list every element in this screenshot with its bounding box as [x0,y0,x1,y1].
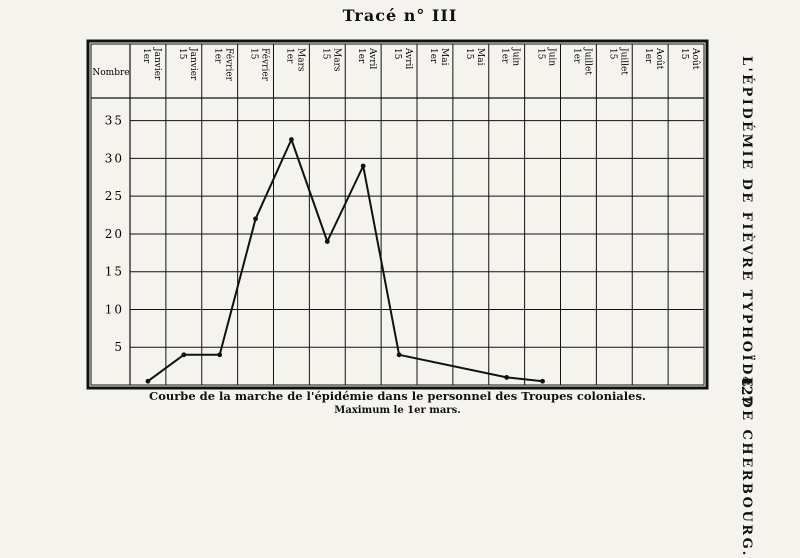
column-header-11: 1er Juin [500,47,521,66]
column-header-text: Février [260,48,271,82]
data-point [396,352,402,358]
chart-subcaption: Maximum le 1er mars. [334,405,461,416]
y-tick-label: 30 [105,151,124,165]
series-line [147,138,543,383]
chart-grid [90,43,705,386]
column-header-text: 15 [392,48,402,60]
column-header-10: 15 Mai [464,48,485,66]
column-header-text: 1er [643,48,653,64]
data-point [289,137,294,142]
column-header-6: 15 Mars [320,48,341,72]
chart-y-axis: 35 30 25 20 15 10 5 [105,114,124,355]
y-tick-label: 35 [105,114,124,128]
column-header-text: Mars [295,48,305,72]
y-tick-label: 20 [105,227,124,241]
column-header-text: Mai [439,48,449,66]
column-header-4: 15 Février [249,48,271,82]
column-header-text: 1er [500,48,510,64]
data-point [540,378,545,384]
column-header-text: 15 [249,48,259,60]
column-header-15: 1er Août [643,47,665,70]
chart-frame-inner [90,43,705,386]
page-title: Tracé n° III [342,6,458,25]
data-point [324,239,330,244]
column-header-text: 15 [320,48,330,60]
column-header-text: 1er [428,48,438,64]
column-header-text: Février [224,48,235,82]
column-header-14: 15 Juillet [607,47,628,75]
column-header-2: 15 Janvier [177,47,198,81]
chart-caption: Courbe de la marche de l'épidémie dans l… [149,389,646,403]
data-point [181,352,187,358]
data-point [217,352,223,358]
row-header-label: Nombre [92,68,129,78]
column-header-text: 1er [141,48,151,64]
column-header-text: Août [654,47,665,70]
column-header-text: Août [690,47,701,70]
column-header-text: 15 [177,48,187,60]
column-header-12: 15 Juin [536,47,557,66]
data-point [145,378,151,384]
column-header-text: 15 [536,48,546,60]
y-tick-label: 25 [105,189,124,203]
column-header-text: Avril [367,47,377,69]
column-header-text: Juin [547,47,557,66]
column-header-text: Mai [475,48,485,66]
y-tick-label: 10 [105,302,124,316]
data-point [504,375,510,380]
column-header-text: 1er [213,48,223,64]
y-tick-label: 5 [114,340,124,354]
column-header-text: 1er [284,48,294,64]
column-header-text: Juillet [582,47,592,75]
column-header-5: 1er Mars [284,48,305,72]
column-header-9: 1er Mai [428,48,449,66]
data-point [360,163,366,169]
column-header-text: 1er [571,48,581,64]
page-number: 427 [738,376,754,406]
column-header-text: Mars [331,48,341,72]
column-header-text: 15 [607,48,617,60]
column-header-8: 15 Avril [392,47,413,69]
column-header-text: Avril [403,47,413,69]
column-header-text: Juillet [618,47,628,75]
column-header-text: Janvier [152,47,162,81]
column-header-1: 1er Janvier [141,47,162,81]
column-header-text: Juin [511,47,521,66]
chart-frame-outer [86,39,709,390]
column-header-3: 1er Février [213,48,235,82]
column-header-text: 1er [356,48,366,64]
y-tick-label: 15 [105,265,124,279]
column-header-text: Janvier [188,47,198,81]
column-header-16: 15 Août [679,47,701,70]
column-header-7: 1er Avril [356,47,377,69]
column-header-text: 15 [464,48,474,60]
side-running-title: L'ÉPIDÉMIE DE FIÈVRE TYPHOÏDE DE CHERBOU… [739,56,754,558]
column-header-13: 1er Juillet [571,47,592,75]
column-header-text: 15 [679,48,689,60]
data-point [253,216,258,222]
chart-series [145,137,545,384]
